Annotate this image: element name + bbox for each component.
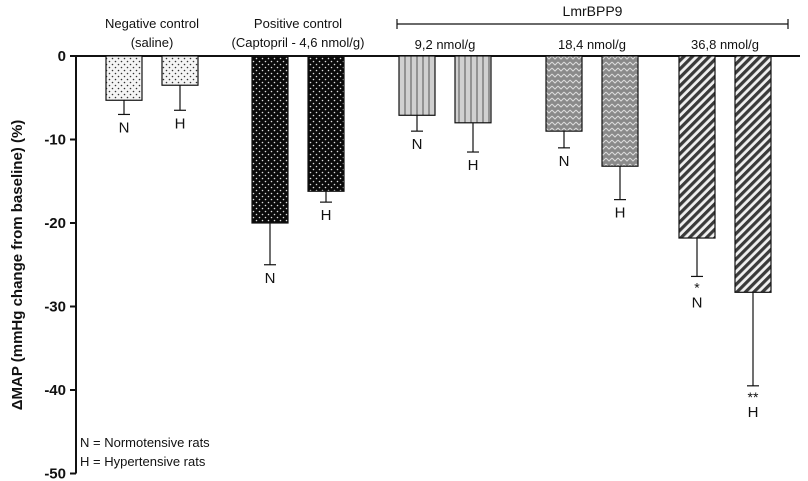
bar-label: H — [175, 115, 186, 132]
y-tick-label: -40 — [44, 382, 66, 399]
bar-10 — [734, 55, 772, 293]
bar-label: H — [321, 207, 332, 224]
group-label: 9,2 nmol/g — [415, 37, 476, 52]
bar-label: N — [412, 136, 423, 153]
bracket-label: LmrBPP9 — [563, 3, 623, 19]
group-sublabel: (saline) — [131, 35, 174, 50]
y-tick-label: -50 — [44, 466, 66, 481]
bar-label: H — [615, 205, 626, 222]
bar-7 — [545, 55, 583, 132]
bar-label: N — [692, 294, 703, 311]
y-tick-label: -20 — [44, 215, 66, 232]
bar-label: N — [265, 270, 276, 287]
bar-4 — [307, 55, 345, 192]
bar-label: N — [119, 119, 130, 136]
bar-9 — [678, 55, 716, 239]
y-tick-label: -30 — [44, 299, 66, 316]
group-label: Negative control — [105, 16, 199, 31]
bar-label: H — [468, 157, 479, 174]
bar-1 — [105, 55, 143, 101]
group-labels: Negative control (saline) Positive control… — [105, 3, 789, 52]
bar-2 — [161, 55, 199, 86]
bar-label: H — [748, 404, 759, 421]
significance-marker: ** — [748, 389, 759, 405]
significance-marker: * — [694, 279, 700, 295]
group-sublabel: (Captopril - 4,6 nmol/g) — [232, 35, 365, 50]
bar-5 — [398, 55, 436, 116]
y-tick-label: 0 — [58, 48, 66, 65]
legend-normotensive: N = Normotensive rats — [80, 435, 210, 450]
bar-8 — [601, 55, 639, 167]
bar-6 — [454, 55, 492, 124]
group-label: Positive control — [254, 16, 342, 31]
legend-hypertensive: H = Hypertensive rats — [80, 454, 206, 469]
y-tick-label: -10 — [44, 132, 66, 149]
bar-label: N — [559, 153, 570, 170]
group-label: 18,4 nmol/g — [558, 37, 626, 52]
bar-3 — [251, 55, 289, 224]
y-axis-label: ΔMAP (mmHg change from baseline) (%) — [9, 120, 26, 411]
group-label: 36,8 nmol/g — [691, 37, 759, 52]
